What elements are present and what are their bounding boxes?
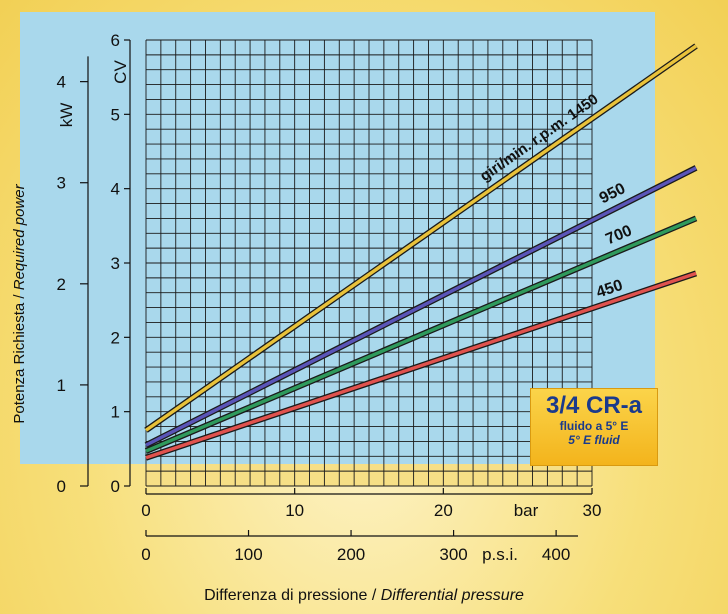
psi-tick-label: 300	[439, 545, 467, 564]
fluid-label-en: 5° E fluid	[568, 433, 620, 447]
series-lines	[144, 43, 698, 461]
psi-unit-label: p.s.i.	[482, 545, 518, 564]
kw-tick-label: 4	[57, 73, 66, 92]
series-line	[145, 271, 697, 460]
psi-tick-label: 0	[141, 545, 150, 564]
model-badge: 3/4 CR-a fluido a 5° E 5° E fluid	[530, 388, 658, 466]
cv-unit-label: CV	[111, 60, 130, 84]
kw-tick-label: 1	[57, 376, 66, 395]
bar-tick-label: 0	[141, 501, 150, 520]
x-axis-title: Differenza di pressione / Differential p…	[0, 587, 728, 605]
x-axis-title-main: Differenza di pressione /	[204, 587, 381, 604]
y-axis-title: Potenza Richiesta / Required power	[11, 183, 28, 423]
cv-tick-label: 5	[111, 105, 120, 124]
cv-tick-label: 6	[111, 31, 120, 50]
kw-tick-label: 3	[57, 174, 66, 193]
x-axis-title-italic: Differential pressure	[380, 587, 524, 604]
cv-tick-label: 0	[111, 477, 120, 496]
cv-tick-label: 2	[111, 328, 120, 347]
series-line	[145, 166, 697, 447]
kw-tick-label: 2	[57, 275, 66, 294]
fluid-label-it: fluido a 5° E	[559, 419, 629, 433]
grid	[145, 39, 593, 487]
psi-tick-label: 100	[234, 545, 262, 564]
y-axis-title-main: Potenza Richiesta /	[11, 290, 28, 423]
model-name: 3/4 CR-a	[545, 392, 643, 419]
psi-tick-label: 400	[542, 545, 570, 564]
y-axis-title-italic: Required power	[11, 183, 28, 290]
axes: 0 1 2 3 4 kW 0 1 2 3 4 5 6 CV Potenza Richiesta / Requ…	[11, 31, 601, 564]
kw-tick-label: 0	[57, 477, 66, 496]
bar-tick-label: 10	[285, 501, 304, 520]
cv-tick-label: 4	[111, 180, 120, 199]
bar-tick-label: 20	[434, 501, 453, 520]
bar-tick-label: 30	[583, 501, 602, 520]
series-line	[145, 216, 697, 453]
series-line	[145, 44, 698, 432]
bar-unit-label: bar	[514, 501, 539, 520]
kw-unit-label: kW	[57, 103, 76, 128]
cv-tick-label: 1	[111, 403, 120, 422]
psi-tick-label: 200	[337, 545, 365, 564]
cv-tick-label: 3	[111, 254, 120, 273]
